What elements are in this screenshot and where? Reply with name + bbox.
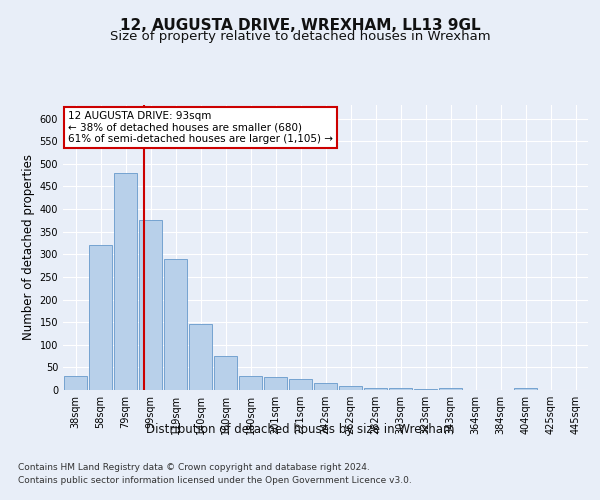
Bar: [314, 383, 337, 390]
Bar: [264, 378, 287, 390]
Bar: [389, 388, 412, 390]
Bar: [139, 220, 162, 390]
Text: Size of property relative to detached houses in Wrexham: Size of property relative to detached ho…: [110, 30, 490, 43]
Bar: [439, 388, 462, 390]
Bar: [514, 388, 537, 390]
Bar: [214, 356, 237, 390]
Bar: [239, 376, 262, 390]
Text: Contains public sector information licensed under the Open Government Licence v3: Contains public sector information licen…: [18, 476, 412, 485]
Bar: [89, 245, 112, 390]
Bar: [114, 173, 137, 390]
Y-axis label: Number of detached properties: Number of detached properties: [22, 154, 35, 340]
Text: Contains HM Land Registry data © Crown copyright and database right 2024.: Contains HM Land Registry data © Crown c…: [18, 462, 370, 471]
Text: Distribution of detached houses by size in Wrexham: Distribution of detached houses by size …: [146, 422, 454, 436]
Bar: [339, 386, 362, 390]
Bar: [414, 388, 437, 390]
Bar: [289, 378, 312, 390]
Text: 12 AUGUSTA DRIVE: 93sqm
← 38% of detached houses are smaller (680)
61% of semi-d: 12 AUGUSTA DRIVE: 93sqm ← 38% of detache…: [68, 110, 333, 144]
Bar: [189, 324, 212, 390]
Bar: [164, 259, 187, 390]
Bar: [364, 388, 387, 390]
Text: 12, AUGUSTA DRIVE, WREXHAM, LL13 9GL: 12, AUGUSTA DRIVE, WREXHAM, LL13 9GL: [119, 18, 481, 32]
Bar: [64, 376, 87, 390]
